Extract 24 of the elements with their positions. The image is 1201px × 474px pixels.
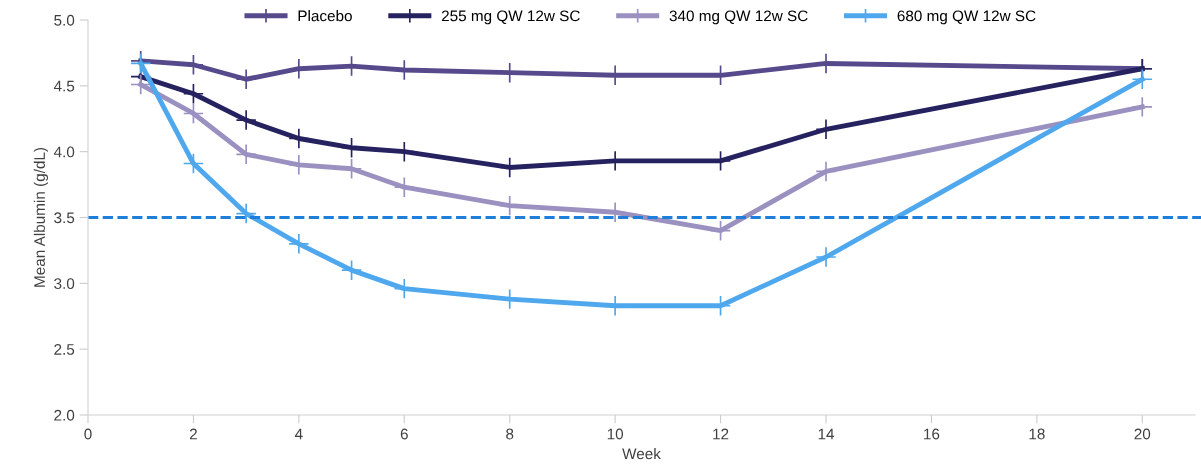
x-tick-label: 0: [84, 428, 92, 440]
y-tick-label: 3.0: [54, 278, 75, 290]
y-tick-label: 4.5: [53, 80, 75, 92]
x-tick-label: 8: [506, 428, 514, 440]
x-tick-label: 12: [713, 428, 729, 440]
y-tick-label: 3.5: [54, 212, 75, 224]
x-tick-label: 20: [1134, 428, 1151, 440]
y-axis-title: Mean Albumin (g/dL): [33, 147, 49, 287]
legend-label: 680 mg QW 12w SC: [897, 10, 1036, 25]
x-axis-title: Week: [622, 447, 661, 460]
x-tick-label: 10: [607, 428, 624, 440]
x-tick-label: 14: [818, 428, 835, 440]
y-tick-label: 5.0: [54, 14, 75, 26]
x-tick-label: 16: [924, 428, 940, 440]
y-tick-label: 4.0: [53, 146, 75, 158]
x-tick-label: 18: [1029, 428, 1045, 440]
x-tick-label: 4: [294, 428, 303, 440]
x-tick-label: 2: [189, 428, 197, 440]
legend-label: 255 mg QW 12w SC: [441, 10, 580, 25]
legend-label: 340 mg QW 12w SC: [669, 10, 808, 25]
legend-label: Placebo: [298, 10, 352, 22]
x-tick-label: 6: [400, 428, 408, 440]
y-tick-label: 2.0: [54, 409, 75, 421]
y-tick-label: 2.5: [54, 344, 75, 355]
